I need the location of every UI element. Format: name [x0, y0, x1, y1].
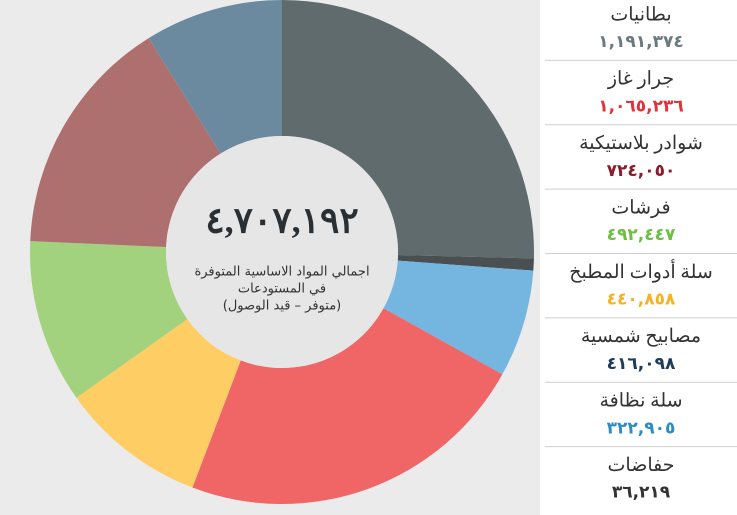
- center-caption: في المستودعات: [238, 282, 326, 297]
- center-caption: (متوفر – قيد الوصول): [223, 299, 341, 314]
- legend-value: ٣٢٢,٩٠٥: [607, 418, 676, 438]
- legend-name: حفاضات: [608, 455, 675, 476]
- legend-name: شوادر بلاستيكية: [579, 133, 703, 154]
- legend-name: مصابيح شمسية: [581, 326, 701, 347]
- slice: [397, 254, 534, 271]
- legend-name: سلة نظافة: [599, 391, 682, 412]
- center-disc: [166, 136, 398, 368]
- slice: [30, 241, 188, 398]
- legend-value: ١,٠٦٥,٢٣٦: [598, 96, 684, 116]
- legend-name: فرشات: [611, 197, 670, 218]
- legend-value: ٧٢٤,٠٥٠: [607, 161, 676, 181]
- legend-value: ٣٦,٢١٩: [612, 483, 671, 503]
- center-total: ٤,٧٠٧,١٩٢: [205, 200, 358, 240]
- slice: [192, 308, 503, 504]
- legend-name: بطانيات: [610, 4, 671, 25]
- legend-name: سلة أدوات المطبخ: [569, 258, 713, 283]
- slice: [148, 0, 282, 154]
- legend-value: ٤٤٠,٨٥٨: [607, 290, 676, 310]
- slice: [282, 0, 534, 259]
- legend-value: ٤٩٢,٤٤٧: [607, 225, 676, 245]
- slice: [383, 260, 534, 375]
- legend-value: ٤١٦,٠٩٨: [607, 354, 676, 374]
- legend-value: ١,١٩١,٣٧٤: [598, 32, 684, 52]
- center-caption: اجمالي المواد الاساسية المتوفرة: [194, 265, 369, 280]
- slice: [76, 319, 241, 488]
- slice: [30, 38, 221, 248]
- legend-name: جرار غاز: [607, 69, 674, 90]
